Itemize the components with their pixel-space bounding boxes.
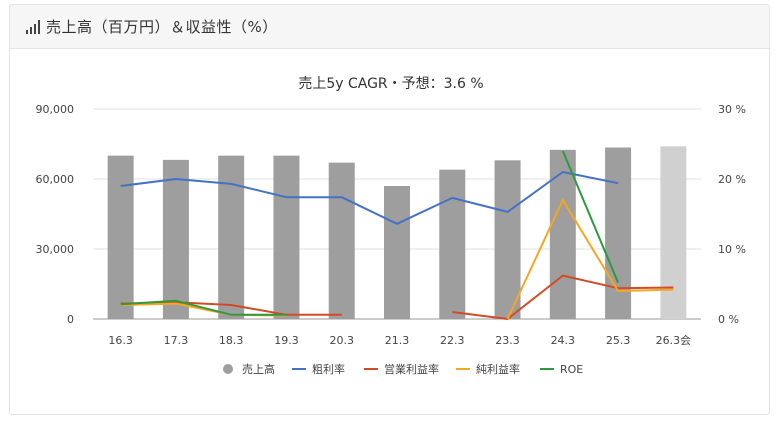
bar-26.3会 bbox=[660, 146, 687, 319]
y-left-tick-label: 90,000 bbox=[36, 103, 75, 116]
bar-22.3 bbox=[439, 169, 466, 319]
y-right-tick-label: 10 % bbox=[718, 243, 746, 256]
line-純利益率 bbox=[506, 199, 674, 320]
line-ROE bbox=[561, 150, 620, 283]
y-left-tick-label: 30,000 bbox=[36, 243, 75, 256]
card-header: 売上高（百万円）＆収益性（%） bbox=[10, 5, 769, 49]
x-tick-label: 21.3 bbox=[385, 334, 410, 347]
legend-label-純利益率: 純利益率 bbox=[476, 362, 520, 376]
line-営業利益率 bbox=[452, 274, 674, 320]
bar-17.3 bbox=[162, 159, 189, 319]
bar-16.3 bbox=[107, 155, 134, 319]
y-right-tick-label: 0 % bbox=[718, 313, 739, 326]
bar-23.3 bbox=[494, 160, 521, 319]
y-left-tick-label: 0 bbox=[67, 313, 74, 326]
legend-label-営業利益率: 営業利益率 bbox=[384, 362, 439, 376]
y-right-tick-label: 20 % bbox=[718, 173, 746, 186]
x-tick-label: 17.3 bbox=[164, 334, 189, 347]
chart-svg: 売上5y CAGR・予想：3.6 % 0 30,000 60,000 90,000 0… bbox=[36, 76, 746, 376]
legend-label-粗利率: 粗利率 bbox=[312, 362, 345, 376]
bar-20.3 bbox=[328, 162, 355, 319]
panel-title: 売上高（百万円）＆収益性（%） bbox=[46, 18, 278, 36]
bar-19.3 bbox=[273, 155, 300, 319]
x-tick-label: 20.3 bbox=[329, 334, 354, 347]
x-tick-label: 16.3 bbox=[108, 334, 133, 347]
x-tick-label: 22.3 bbox=[440, 334, 465, 347]
bar-21.3 bbox=[384, 186, 410, 319]
legend-label-ROE: ROE bbox=[560, 363, 583, 376]
bar-18.3 bbox=[218, 155, 245, 319]
chart-title: 売上5y CAGR・予想：3.6 % bbox=[298, 76, 483, 92]
x-tick-label: 19.3 bbox=[274, 334, 299, 347]
chart-card: 売上高（百万円）＆収益性（%） 売上5y CAGR・予想：3.6 % 0 30,0… bbox=[9, 4, 770, 415]
x-tick-label: 24.3 bbox=[551, 334, 576, 347]
line-粗利率 bbox=[120, 171, 619, 225]
x-tick-label: 18.3 bbox=[219, 334, 244, 347]
line-ROE bbox=[120, 299, 287, 316]
legend-marker-売上高 bbox=[223, 364, 233, 374]
x-tick-label: 23.3 bbox=[495, 334, 520, 347]
y-left-tick-label: 60,000 bbox=[36, 173, 75, 186]
bar-25.3 bbox=[605, 147, 632, 319]
x-tick-label: 26.3会 bbox=[656, 334, 692, 347]
bar-signal-icon bbox=[26, 19, 40, 34]
y-right-tick-label: 30 % bbox=[718, 103, 746, 116]
legend-label-売上高: 売上高 bbox=[242, 362, 275, 376]
x-tick-label: 25.3 bbox=[606, 334, 631, 347]
